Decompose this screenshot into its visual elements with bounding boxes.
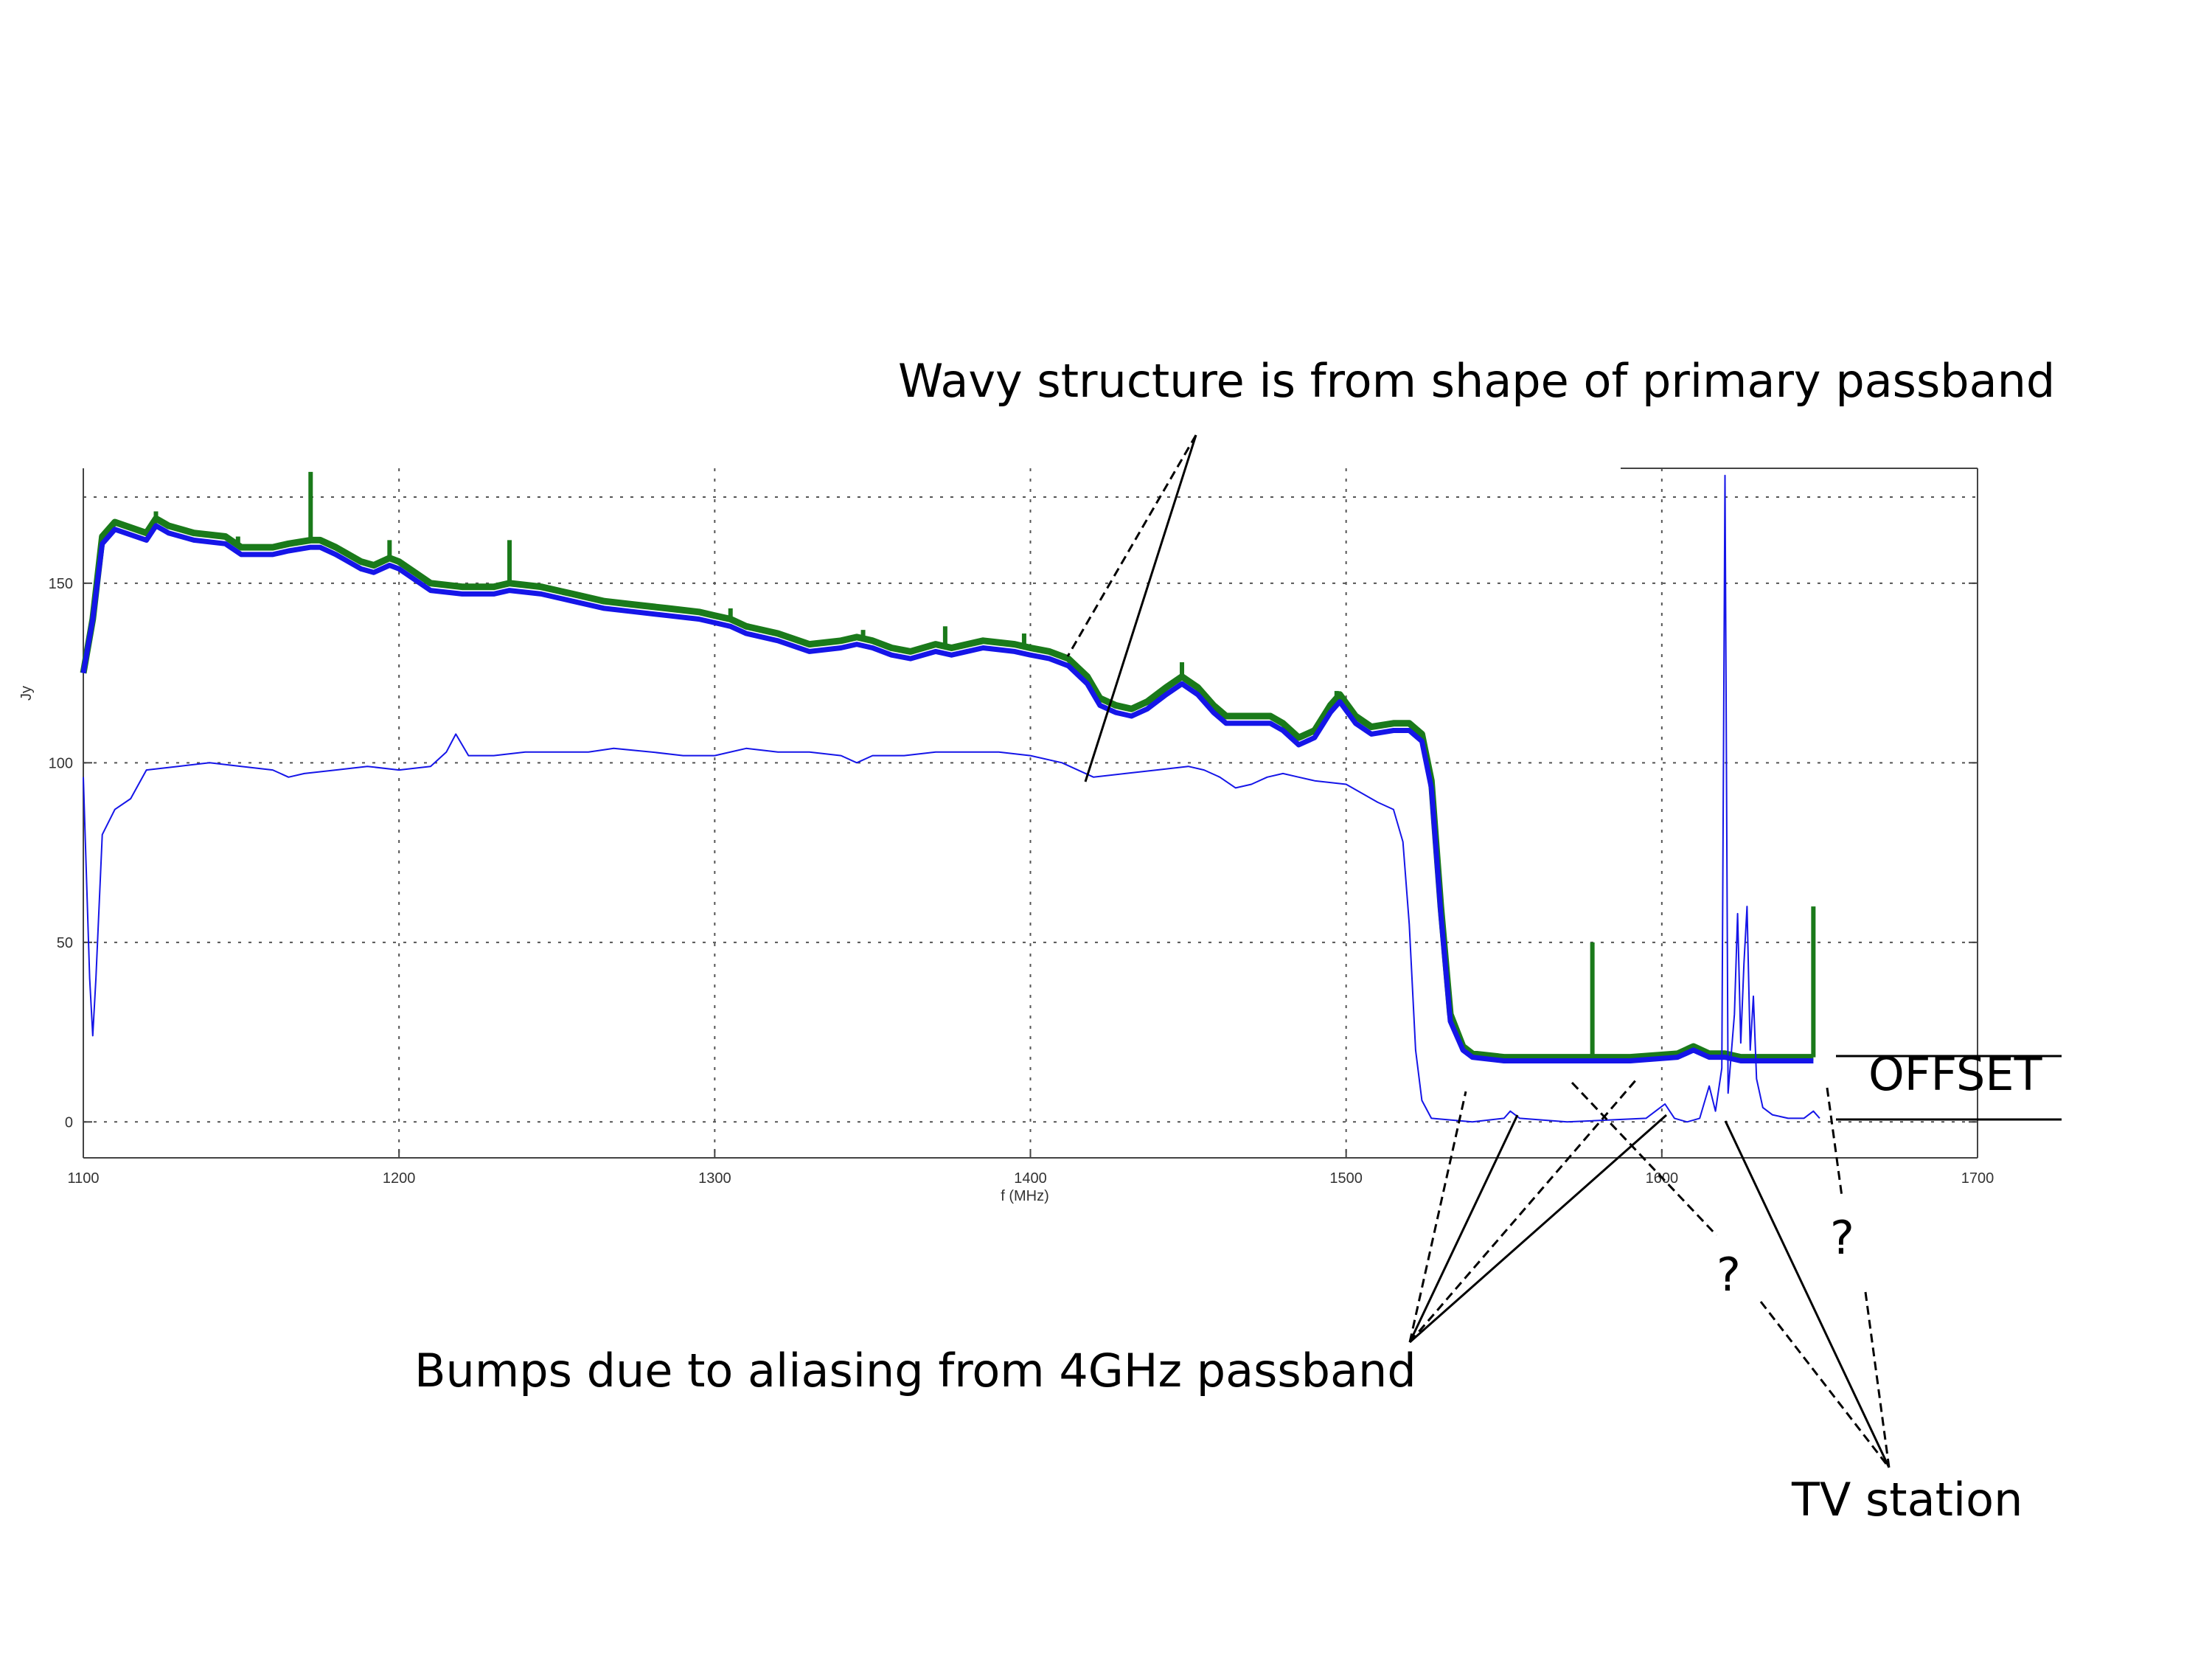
annotation-leader-line: [1408, 1078, 1638, 1343]
series-line: [83, 474, 1820, 1123]
annotation-question-2: ?: [1830, 1211, 1854, 1265]
y-tick-label: 0: [65, 1114, 73, 1131]
x-tick-label: 1400: [1014, 1170, 1047, 1187]
y-axis-label: Jy: [18, 686, 35, 701]
annotation-question-1: ?: [1717, 1248, 1741, 1302]
spike-marks: [153, 471, 1816, 1058]
x-tick-label: 1500: [1329, 1170, 1363, 1187]
annotation-offset: OFFSET: [1868, 1047, 2043, 1101]
series-line: [80, 523, 1814, 1063]
annotation-leader-line: [1066, 434, 1197, 657]
y-tick-label: 50: [57, 935, 73, 951]
annotation-leader-line: [1724, 1120, 1891, 1468]
y-tick-label: 100: [49, 755, 73, 771]
annotation-leader-line: [1408, 1114, 1519, 1343]
tick-labels: 1100120013001400150016001700050100150: [49, 576, 1994, 1187]
annotation-leader-line: [1084, 434, 1197, 782]
annotation-leader-line: [1408, 1091, 1467, 1343]
annotation-leader-line: [1571, 1081, 1718, 1237]
grid-lines: [83, 468, 1978, 1158]
annotation-wavy-structure: Wavy structure is from shape of primary …: [898, 354, 2055, 408]
x-axis-label: f (MHz): [1001, 1188, 1049, 1204]
x-tick-label: 1100: [67, 1170, 99, 1187]
x-tick-label: 1700: [1961, 1170, 1994, 1187]
annotation-tv-station: TV station: [1791, 1473, 2023, 1527]
annotation-leader-line: [1826, 1087, 1843, 1197]
annotation-leader-line: [1409, 1114, 1667, 1344]
x-tick-label: 1200: [383, 1170, 416, 1187]
annotation-leader-line: [1864, 1291, 1891, 1468]
series-lines: [80, 474, 1820, 1123]
annotation-labels: Wavy structure is from shape of primary …: [414, 354, 2055, 1527]
annotation-leader-line: [1759, 1301, 1891, 1468]
x-tick-label: 1300: [698, 1170, 731, 1187]
annotation-aliasing-bumps: Bumps due to aliasing from 4GHz passband: [414, 1344, 1416, 1398]
y-tick-label: 150: [49, 576, 73, 592]
annotation-leader-lines: [1066, 434, 2062, 1468]
